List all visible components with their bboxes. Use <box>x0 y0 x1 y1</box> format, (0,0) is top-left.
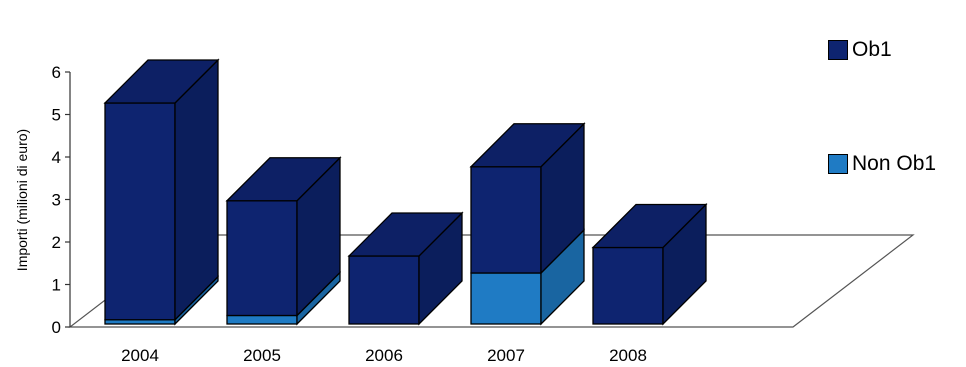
legend-label-non-ob1: Non Ob1 <box>852 152 937 175</box>
bar-front-ob1 <box>592 246 664 325</box>
legend-item-ob1: Ob1 <box>828 38 892 62</box>
x-tick-label: 2006 <box>365 346 403 365</box>
bar-front-ob1 <box>348 255 420 325</box>
y-tick-label: 1 <box>52 276 61 295</box>
y-tick-label: 6 <box>52 63 61 82</box>
legend-swatch-ob1 <box>828 40 848 60</box>
legend-swatch-non-ob1 <box>828 154 848 174</box>
bar-2005 <box>225 156 342 326</box>
y-tick-label: 2 <box>52 233 61 252</box>
bar-top <box>225 157 342 202</box>
legend-label-ob1: Ob1 <box>852 38 892 61</box>
bar-2008 <box>591 202 708 326</box>
bar-front-ob1 <box>470 166 542 274</box>
y-tick-label: 4 <box>52 148 61 167</box>
bar-side-ob1 <box>174 58 219 322</box>
x-tick-label: 2007 <box>487 346 525 365</box>
x-tick-label: 2004 <box>121 346 159 365</box>
y-tick-label: 3 <box>52 191 61 210</box>
y-tick-label: 5 <box>52 106 61 125</box>
x-tick-label: 2005 <box>243 346 281 365</box>
bar-top <box>469 123 586 168</box>
y-tick-label: 0 <box>52 318 61 337</box>
bar-front-non-ob1 <box>470 272 542 325</box>
bar-front-ob1 <box>104 102 176 321</box>
bar-front-ob1 <box>226 200 298 317</box>
bar-top <box>591 203 708 249</box>
bar-2007 <box>469 122 586 326</box>
bar-front-non-ob1 <box>226 314 298 325</box>
legend-item-non-ob1: Non Ob1 <box>828 152 936 176</box>
bar-top <box>347 212 464 257</box>
bar-2006 <box>347 211 464 326</box>
bar-top <box>103 59 220 104</box>
bar-2004 <box>103 58 220 326</box>
y-axis-label: Importi (milioni di euro) <box>14 129 30 271</box>
x-tick-label: 2008 <box>609 346 647 365</box>
